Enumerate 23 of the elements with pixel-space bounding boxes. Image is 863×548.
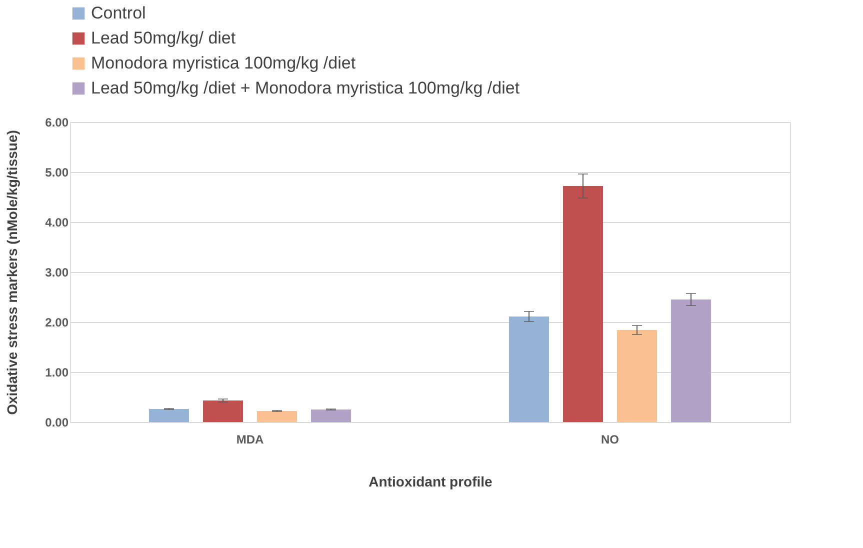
y-tick-label: 4.00 — [45, 216, 69, 230]
y-tick-label: 5.00 — [45, 166, 69, 180]
bar — [203, 400, 243, 422]
y-tick-label: 0.00 — [45, 416, 69, 430]
x-tick-label: NO — [601, 432, 619, 446]
x-tick-label: MDA — [236, 432, 264, 446]
legend-label: Lead 50mg/kg /diet + Monodora myristica 100mg/kg /diet — [91, 78, 520, 98]
y-tick-label: 3.00 — [45, 266, 69, 280]
x-axis-title: Antioxidant profile — [368, 474, 493, 490]
bar — [149, 409, 189, 422]
y-axis-title: Oxidative stress markers (nMole/kg/tissue) — [4, 130, 20, 415]
legend-label: Lead 50mg/kg/ diet — [91, 28, 236, 48]
bar — [509, 316, 549, 422]
y-tick-label: 1.00 — [45, 366, 69, 380]
bar — [563, 186, 603, 422]
legend-label: Control — [91, 4, 146, 22]
y-tick-label: 2.00 — [45, 316, 69, 330]
y-tick-label: 6.00 — [45, 116, 69, 130]
bar — [311, 410, 351, 422]
legend-label: Monodora myristica 100mg/kg /diet — [91, 54, 356, 72]
bar — [257, 411, 297, 422]
bar — [671, 300, 711, 422]
bar — [617, 330, 657, 422]
